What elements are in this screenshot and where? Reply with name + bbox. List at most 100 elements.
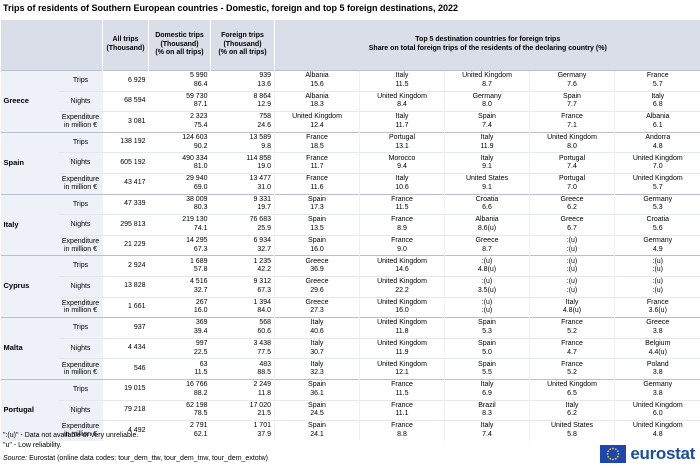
destination-country: :(u) bbox=[566, 278, 578, 286]
country: Malta bbox=[0, 317, 59, 380]
foreign-cell: 939 13.6 bbox=[210, 70, 275, 92]
foreign-value: 1 394 bbox=[253, 298, 271, 306]
destination-share: 27.3 bbox=[310, 307, 324, 315]
foreign-share: 24.6 bbox=[257, 121, 271, 129]
measure: Expenditure in million € bbox=[58, 420, 103, 441]
destination-country: Spain bbox=[478, 339, 496, 347]
destination-country: Spain bbox=[308, 236, 326, 244]
destination-share: 3.5(u) bbox=[477, 286, 497, 294]
destination-share: 12.4 bbox=[310, 121, 324, 129]
country: Italy bbox=[0, 193, 59, 256]
domestic-value: 2 323 bbox=[189, 113, 208, 121]
destination-country: United Kingdom bbox=[377, 360, 427, 368]
destination-country: Poland bbox=[646, 360, 669, 368]
destination-share: 4.8 bbox=[652, 430, 663, 438]
destination-share: :(u) bbox=[481, 307, 493, 315]
destination-share: 7.6 bbox=[567, 80, 577, 88]
destination-share: 16.0 bbox=[310, 245, 324, 253]
destination-country: United Kingdom bbox=[377, 298, 427, 306]
destination-share: 10.6 bbox=[395, 183, 409, 191]
destination: United Kingdom 8.4 bbox=[359, 90, 445, 112]
destination-share: :(u) bbox=[566, 266, 578, 274]
header-line: (Thousand) bbox=[106, 45, 145, 52]
destination-share: 13.1 bbox=[395, 142, 409, 150]
domestic-value: 59 730 bbox=[186, 92, 208, 100]
destination-share: 8.3 bbox=[482, 410, 492, 418]
domestic-value: 14 295 bbox=[186, 236, 208, 244]
destination: Germany 5.3 bbox=[613, 193, 700, 215]
destination: United Kingdom 12.1 bbox=[359, 358, 445, 380]
destination: :(u):(u) bbox=[613, 275, 700, 298]
destination: :(u):(u) bbox=[529, 255, 615, 277]
destination-country: Brazil bbox=[478, 401, 496, 409]
destination: Spain 7.7 bbox=[529, 90, 615, 112]
domestic-share: 22.5 bbox=[193, 348, 208, 356]
destination-share: 16.0 bbox=[395, 307, 409, 315]
destination: :(u):(u) bbox=[529, 275, 615, 298]
domestic-value: 38 009 bbox=[186, 195, 208, 203]
foreign-share: 32.7 bbox=[257, 245, 271, 253]
destination: France 7.1 bbox=[529, 111, 615, 133]
flag-star bbox=[617, 450, 619, 453]
foreign-cell: 114 858 19.0 bbox=[210, 152, 275, 174]
destination-country: France bbox=[306, 133, 328, 141]
destination: Spain 36.1 bbox=[274, 378, 360, 400]
destination: Albania 18.3 bbox=[274, 90, 360, 112]
measure: Expenditure in million € bbox=[58, 358, 103, 380]
country: Portugal bbox=[0, 378, 59, 441]
domestic-value: 490 334 bbox=[182, 154, 208, 162]
foreign-cell: 758 24.6 bbox=[210, 111, 275, 133]
destination-share: 5.6 bbox=[652, 224, 663, 232]
flag-star bbox=[606, 453, 609, 455]
destination-share: 9.4 bbox=[397, 163, 407, 171]
destination-share: 6.8 bbox=[652, 101, 663, 109]
foreign-share: 60.6 bbox=[257, 327, 271, 335]
destination-country: Spain bbox=[563, 92, 581, 100]
domestic-value: 997 bbox=[195, 339, 208, 347]
foreign-share: 19.7 bbox=[257, 204, 271, 212]
all-trips: 6 929 bbox=[102, 70, 149, 92]
domestic-share: 62.1 bbox=[193, 430, 208, 438]
destination-country: Portugal bbox=[558, 175, 586, 183]
destination-country: United States bbox=[550, 422, 594, 430]
destination-share: 9.1 bbox=[482, 183, 492, 191]
destination-country: Greece bbox=[305, 298, 329, 306]
destination-country: France bbox=[561, 360, 583, 368]
all-trips: 21 229 bbox=[102, 234, 149, 256]
destination: :(u):(u) bbox=[613, 255, 700, 277]
foreign-cell: 6 934 32.7 bbox=[210, 234, 275, 256]
source-text: Eurostat (online data codes: tour_dem_tt… bbox=[29, 455, 268, 462]
destination: Morocco 9.4 bbox=[359, 152, 445, 174]
header-all: All trips (Thousand) bbox=[102, 20, 149, 71]
destination: Italy 9.1 bbox=[444, 152, 530, 174]
header-domestic: Domestic trips (Thousand) (% on all trips) bbox=[148, 20, 211, 71]
domestic-cell: 59 730 87.1 bbox=[148, 90, 211, 112]
all-trips: 13 828 bbox=[102, 275, 149, 298]
destination: Portugal 7.0 bbox=[529, 172, 615, 195]
destination-country: United Kingdom bbox=[377, 319, 427, 327]
domestic-cell: 14 295 67.3 bbox=[148, 234, 211, 256]
destination: Greece 6.2 bbox=[529, 193, 615, 215]
destination-country: :(u) bbox=[481, 298, 493, 306]
foreign-cell: 17 020 21.5 bbox=[210, 399, 275, 421]
measure: Nights bbox=[58, 337, 103, 359]
foreign-cell: 1 701 37.9 bbox=[210, 420, 275, 441]
flag-star bbox=[607, 450, 610, 453]
destination-country: France bbox=[391, 236, 413, 244]
destination: Italy 11.7 bbox=[359, 111, 445, 133]
destination-country: Spain bbox=[478, 319, 496, 327]
all-trips: 79 218 bbox=[102, 399, 149, 421]
destination: Belgium 4.4(u) bbox=[613, 337, 700, 359]
destination-country: Greece bbox=[305, 278, 329, 286]
foreign-value: 8 864 bbox=[253, 92, 271, 100]
domestic-cell: 38 009 80.3 bbox=[148, 193, 211, 215]
destination: France 11.5 bbox=[359, 193, 445, 215]
destination-share: 11.6 bbox=[310, 183, 324, 191]
domestic-cell: 219 130 74.1 bbox=[148, 214, 211, 236]
destination-country: Greece bbox=[646, 319, 670, 327]
destination: Poland 3.8 bbox=[613, 358, 700, 380]
foreign-value: 568 bbox=[259, 319, 271, 327]
destination-share: 13.5 bbox=[310, 224, 324, 232]
destination-share: 6.9 bbox=[482, 389, 492, 397]
destination-country: Germany bbox=[472, 92, 502, 100]
